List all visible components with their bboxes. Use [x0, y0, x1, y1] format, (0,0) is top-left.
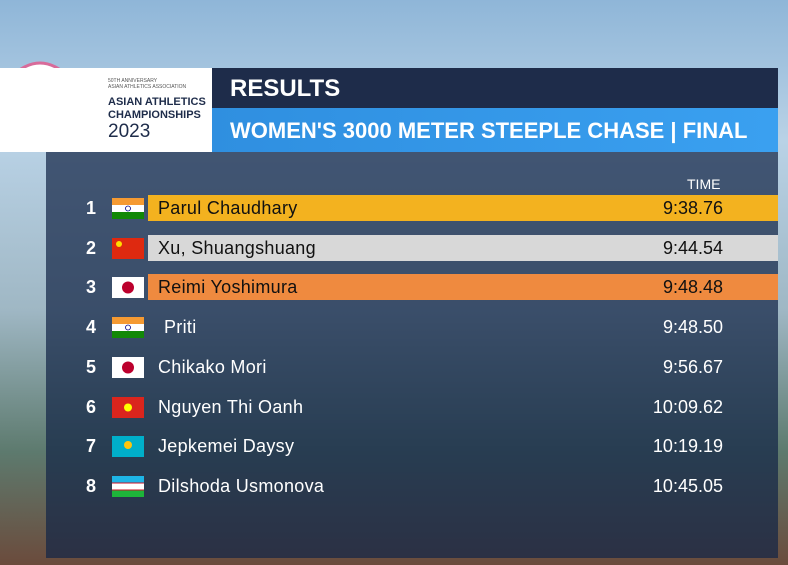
- rank: 6: [85, 396, 96, 417]
- flag: [112, 277, 144, 299]
- time-header: TIME: [687, 176, 721, 192]
- rank: 5: [85, 356, 96, 377]
- rank: 4: [85, 317, 96, 338]
- rank: 3: [85, 277, 96, 298]
- result-time: 9:44.54: [662, 237, 723, 258]
- rank: 2: [85, 237, 96, 258]
- rank: 8: [85, 475, 96, 496]
- row-highlight: [148, 234, 778, 261]
- flag: [112, 396, 144, 418]
- result-time: 9:38.76: [662, 198, 723, 218]
- athlete-name: Xu, Shuangshuang: [158, 237, 316, 258]
- rank: 7: [85, 436, 96, 457]
- logo-line: ASIAN ATHLETICS ASSOCIATION: [108, 84, 187, 90]
- flag: [112, 198, 144, 219]
- result-time: 9:48.48: [662, 277, 723, 298]
- flag: [112, 436, 144, 458]
- athlete-name: Dilshoda Usmonova: [158, 475, 325, 496]
- header-subtitle: WOMEN'S 3000 METER STEEPLE CHASE | FINAL: [212, 108, 778, 152]
- rank: 1: [85, 198, 96, 218]
- athlete-name: Jepkemei Daysy: [158, 436, 295, 457]
- logo-line: 50TH ANNIVERSARY: [108, 78, 158, 84]
- result-row: 5 Chikako Mori 9:56.67: [46, 354, 778, 380]
- result-time: 10:09.62: [652, 396, 723, 417]
- athlete-name: Nguyen Thi Oanh: [158, 396, 304, 417]
- logo-title: CHAMPIONSHIPS: [108, 109, 201, 121]
- result-row: 7 Jepkemei Daysy 10:19.19: [46, 433, 778, 459]
- result-row: 4 Priti 9:48.50: [46, 314, 778, 340]
- championship-logo: 50TH ANNIVERSARY ASIAN ATHLETICS ASSOCIA…: [0, 68, 212, 152]
- row-highlight: [148, 274, 778, 301]
- flag: [112, 317, 144, 339]
- athlete-name: Reimi Yoshimura: [158, 277, 298, 298]
- result-time: 10:19.19: [652, 436, 723, 457]
- result-time: 10:45.05: [652, 475, 723, 496]
- flag: [112, 237, 144, 259]
- logo-title: ASIAN ATHLETICS: [108, 96, 206, 108]
- athlete-name: Parul Chaudhary: [158, 198, 298, 218]
- result-row: 6 Nguyen Thi Oanh 10:09.62: [46, 394, 778, 420]
- flag: [112, 356, 144, 378]
- flag: [112, 475, 144, 497]
- logo-year: 2023: [108, 121, 151, 142]
- athlete-name: Chikako Mori: [158, 356, 267, 377]
- result-row: 3 Reimi Yoshimura 9:48.48: [46, 274, 778, 301]
- result-row: 1 Parul Chaudhary 9:38.76: [46, 195, 778, 221]
- row-highlight: [148, 195, 778, 221]
- result-row: 2 Xu, Shuangshuang 9:44.54: [46, 234, 778, 261]
- header-title: RESULTS: [212, 68, 778, 108]
- result-time: 9:56.67: [662, 356, 723, 377]
- result-time: 9:48.50: [662, 317, 723, 338]
- result-row: 8 Dilshoda Usmonova 10:45.05: [46, 473, 778, 499]
- athlete-name: Priti: [164, 317, 197, 338]
